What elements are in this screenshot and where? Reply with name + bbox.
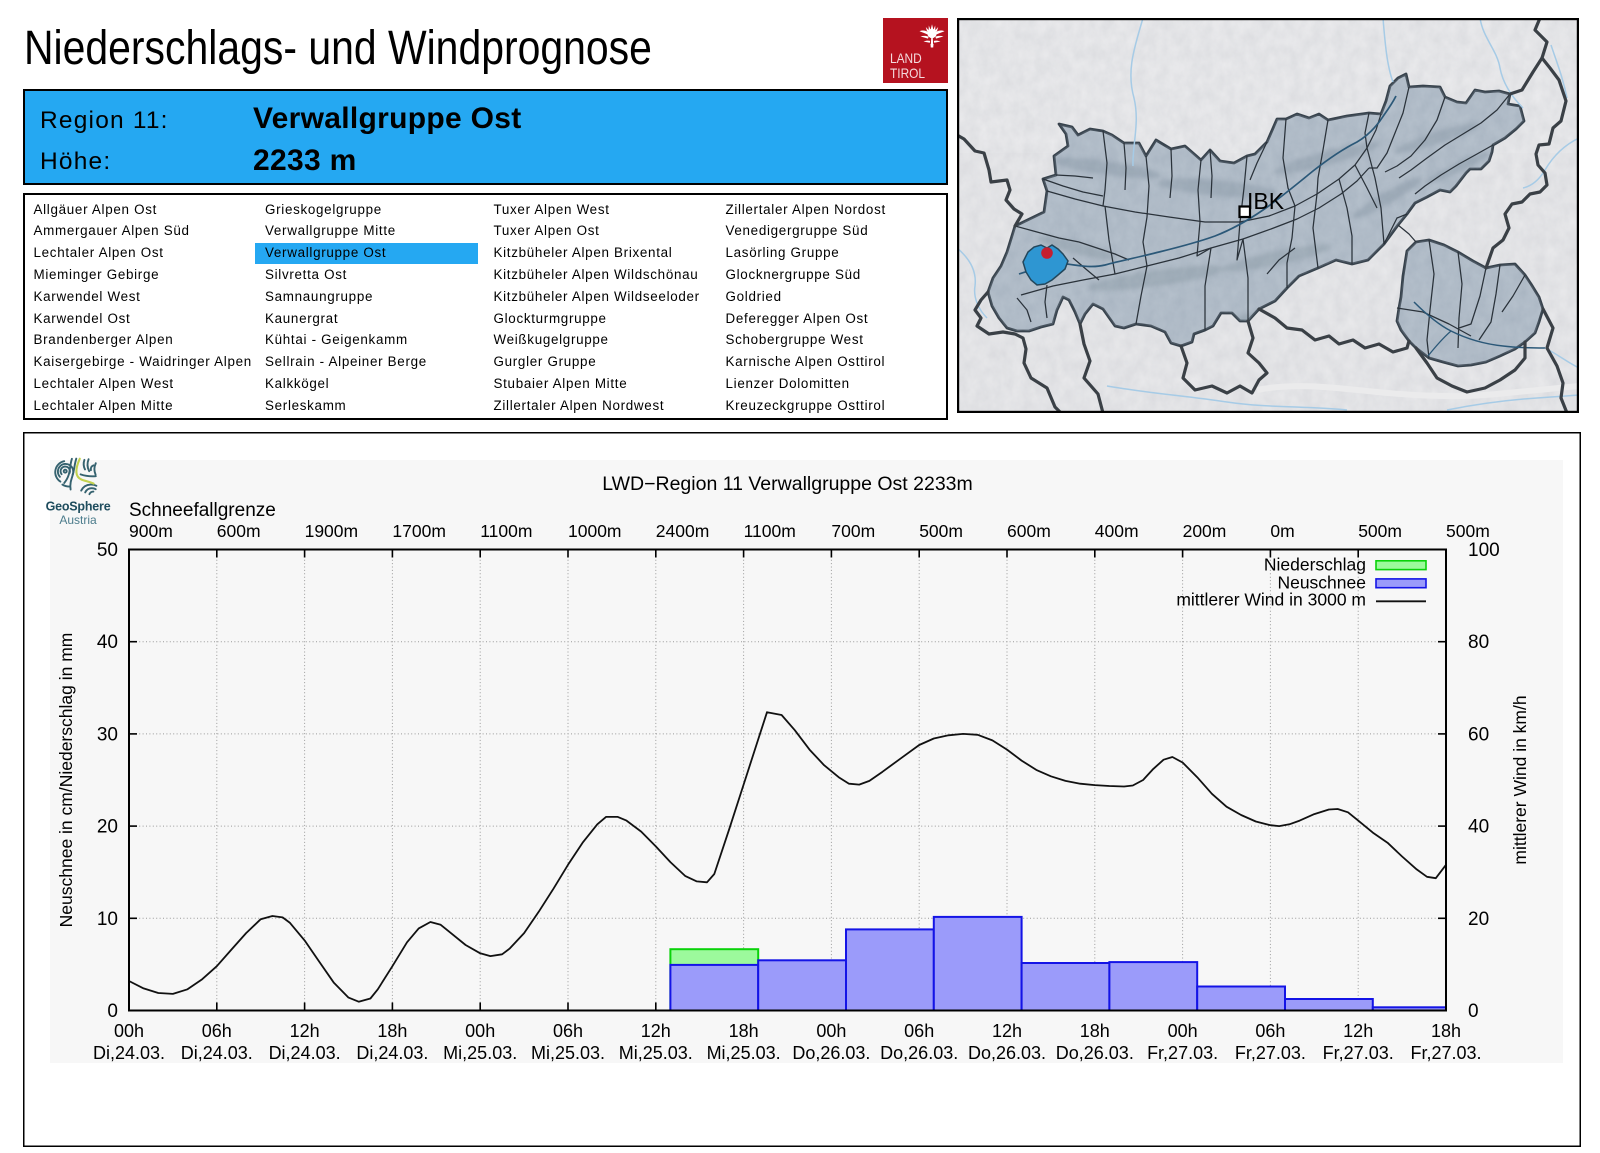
svg-text:06h: 06h [904,1021,934,1041]
svg-text:12h: 12h [992,1021,1022,1041]
svg-text:60: 60 [1468,724,1489,745]
svg-text:00h: 00h [1168,1021,1198,1041]
svg-text:40: 40 [97,632,118,653]
svg-text:Di,24.03.: Di,24.03. [356,1043,428,1063]
svg-text:mittlerer Wind in km/h: mittlerer Wind in km/h [1510,695,1530,864]
svg-text:20: 20 [1468,909,1489,930]
svg-text:500m: 500m [919,521,963,541]
svg-text:Fr,27.03.: Fr,27.03. [1323,1043,1394,1063]
svg-text:18h: 18h [1431,1021,1461,1041]
svg-text:40: 40 [1468,817,1489,838]
svg-text:Neuschnee in cm/Niederschlag i: Neuschnee in cm/Niederschlag in mm [56,633,76,928]
svg-text:Mi,25.03.: Mi,25.03. [619,1043,693,1063]
svg-text:Do,26.03.: Do,26.03. [1056,1043,1134,1063]
svg-text:00h: 00h [465,1021,495,1041]
svg-text:06h: 06h [202,1021,232,1041]
svg-text:1000m: 1000m [568,521,622,541]
svg-text:00h: 00h [816,1021,846,1041]
svg-text:06h: 06h [1255,1021,1285,1041]
svg-text:Mi,25.03.: Mi,25.03. [707,1043,781,1063]
svg-text:600m: 600m [217,521,261,541]
svg-text:Fr,27.03.: Fr,27.03. [1235,1043,1306,1063]
svg-text:Fr,27.03.: Fr,27.03. [1410,1043,1481,1063]
svg-text:12h: 12h [290,1021,320,1041]
svg-text:Mi,25.03.: Mi,25.03. [443,1043,517,1063]
svg-text:GeoSphere: GeoSphere [46,500,111,514]
svg-text:30: 30 [97,724,118,745]
svg-text:0m: 0m [1270,521,1294,541]
svg-text:Mi,25.03.: Mi,25.03. [531,1043,605,1063]
svg-text:Do,26.03.: Do,26.03. [880,1043,958,1063]
svg-text:1100m: 1100m [744,521,796,541]
svg-text:20: 20 [97,817,118,838]
svg-text:12h: 12h [641,1021,671,1041]
svg-text:400m: 400m [1095,521,1139,541]
svg-text:700m: 700m [831,521,875,541]
svg-text:Neuschnee: Neuschnee [1277,573,1366,593]
svg-text:50: 50 [97,540,118,561]
svg-text:0: 0 [1468,1001,1479,1022]
svg-text:18h: 18h [1080,1021,1110,1041]
svg-text:18h: 18h [377,1021,407,1041]
svg-text:100: 100 [1468,540,1500,561]
svg-text:1100m: 1100m [480,521,532,541]
svg-text:500m: 500m [1446,521,1490,541]
svg-text:12h: 12h [1343,1021,1373,1041]
svg-text:200m: 200m [1183,521,1227,541]
svg-text:Di,24.03.: Di,24.03. [93,1043,165,1063]
svg-text:10: 10 [97,909,118,930]
svg-text:18h: 18h [729,1021,759,1041]
svg-text:2400m: 2400m [656,521,710,541]
svg-text:1900m: 1900m [305,521,359,541]
svg-text:Niederschlag: Niederschlag [1264,555,1366,575]
svg-text:Di,24.03.: Di,24.03. [181,1043,253,1063]
svg-text:00h: 00h [114,1021,144,1041]
svg-text:mittlerer Wind in 3000 m: mittlerer Wind in 3000 m [1176,590,1366,610]
svg-text:80: 80 [1468,632,1489,653]
svg-text:1700m: 1700m [392,521,446,541]
svg-text:Do,26.03.: Do,26.03. [792,1043,870,1063]
svg-text:Di,24.03.: Di,24.03. [269,1043,341,1063]
svg-text:IBK: IBK [1247,188,1285,214]
svg-text:Schneefallgrenze: Schneefallgrenze [129,500,276,521]
svg-text:Austria: Austria [59,513,97,527]
svg-text:500m: 500m [1358,521,1402,541]
svg-text:LWD−Region 11 Verwallgruppe Os: LWD−Region 11 Verwallgruppe Ost 2233m [602,473,973,495]
svg-text:06h: 06h [553,1021,583,1041]
svg-text:Do,26.03.: Do,26.03. [968,1043,1046,1063]
svg-text:Fr,27.03.: Fr,27.03. [1147,1043,1218,1063]
svg-text:900m: 900m [129,521,173,541]
svg-text:600m: 600m [1007,521,1051,541]
svg-text:0: 0 [107,1001,118,1022]
